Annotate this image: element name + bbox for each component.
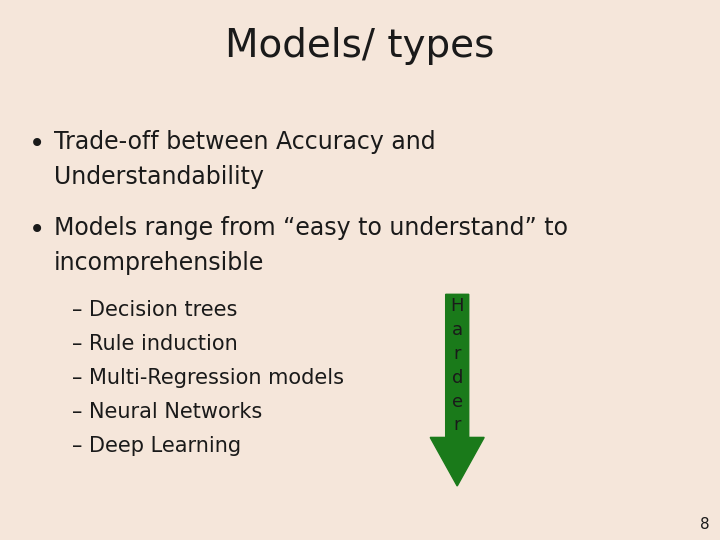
Text: Models range from “easy to understand” to: Models range from “easy to understand” t…	[54, 216, 568, 240]
Text: H: H	[451, 297, 464, 315]
Text: r: r	[454, 416, 461, 435]
Polygon shape	[431, 294, 484, 486]
Text: Trade-off between Accuracy and: Trade-off between Accuracy and	[54, 130, 436, 153]
Text: r: r	[454, 345, 461, 363]
Text: d: d	[451, 369, 463, 387]
Text: incomprehensible: incomprehensible	[54, 251, 264, 275]
Text: – Rule induction: – Rule induction	[72, 334, 238, 354]
Text: 8: 8	[700, 517, 709, 532]
Text: Models/ types: Models/ types	[225, 27, 495, 65]
Text: e: e	[451, 393, 463, 410]
Text: – Decision trees: – Decision trees	[72, 300, 238, 320]
Text: •: •	[29, 130, 45, 158]
Text: – Deep Learning: – Deep Learning	[72, 436, 241, 456]
Text: •: •	[29, 216, 45, 244]
Text: – Neural Networks: – Neural Networks	[72, 402, 262, 422]
Text: – Multi-Regression models: – Multi-Regression models	[72, 368, 344, 388]
Text: Understandability: Understandability	[54, 165, 264, 188]
Text: a: a	[451, 321, 463, 339]
